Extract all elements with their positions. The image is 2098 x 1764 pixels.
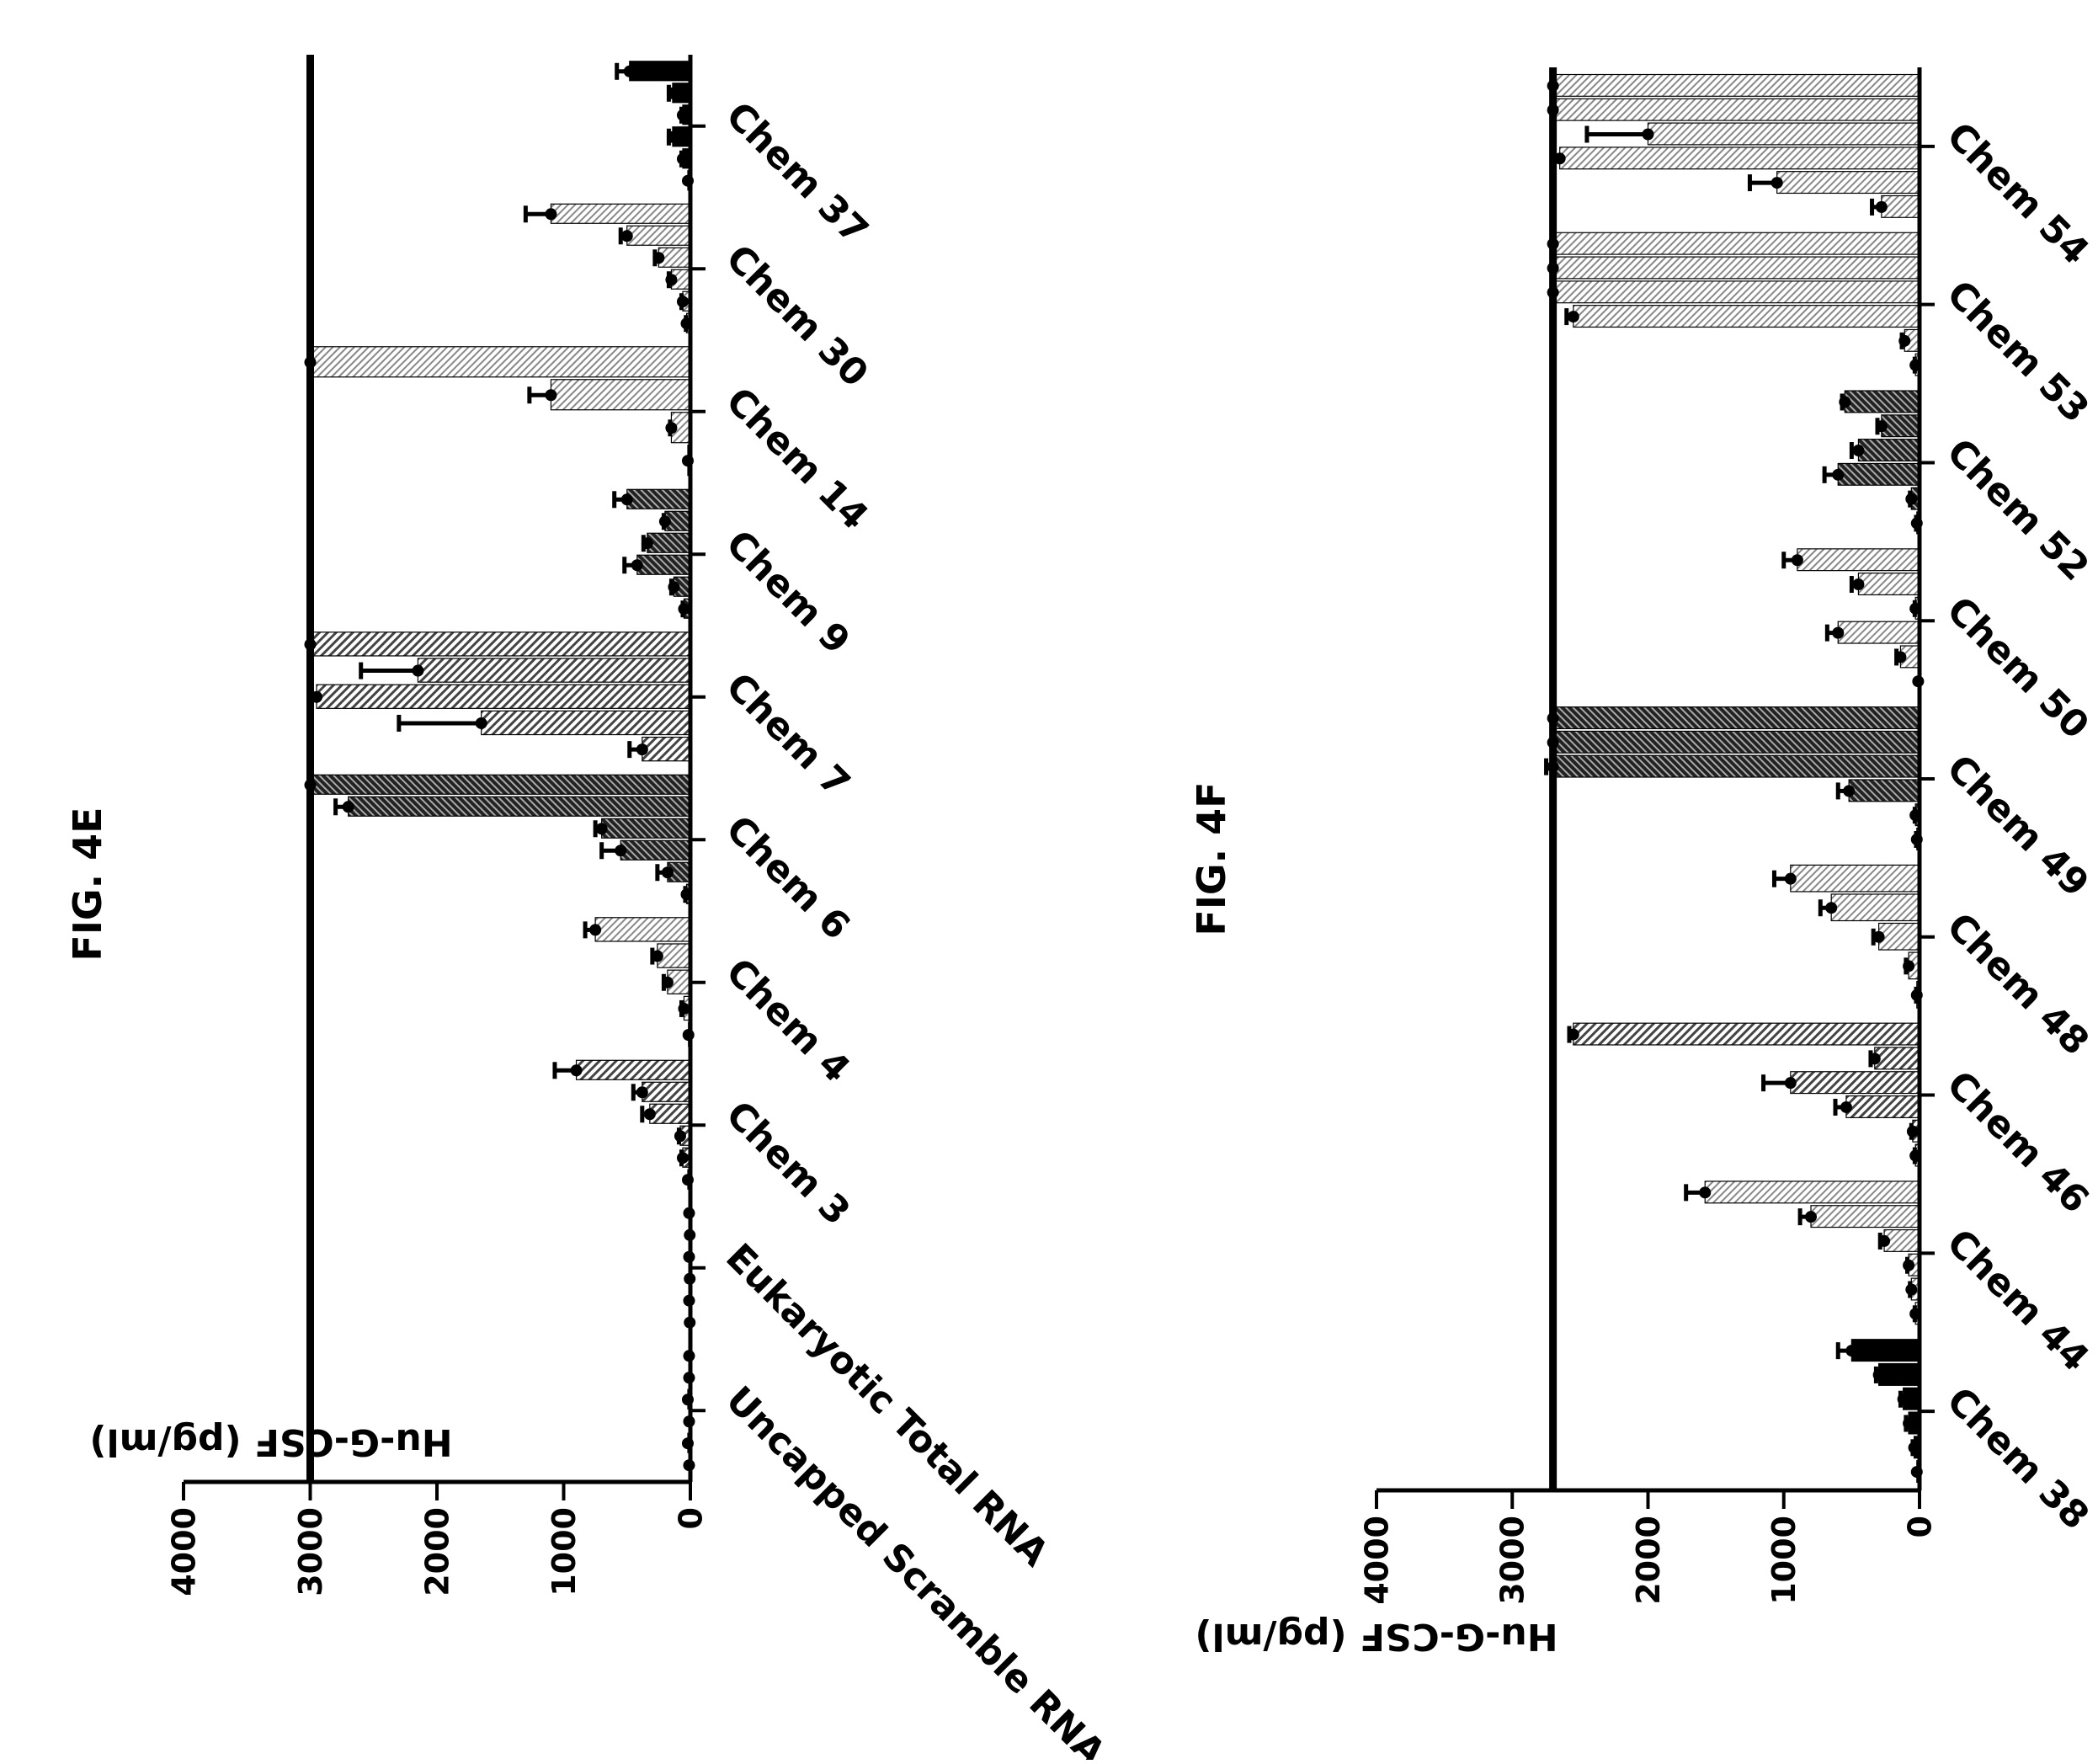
y-axis-title: Hu-G-CSF (pg/ml) [1195, 1615, 1558, 1658]
bar [620, 839, 691, 861]
bar [1881, 195, 1920, 218]
bar [629, 61, 691, 82]
category-label: Chem 50 [1938, 589, 2097, 748]
bar [481, 710, 691, 736]
bar-series [304, 61, 696, 1475]
bar [417, 658, 691, 683]
category-label: Chem 4 [717, 950, 858, 1090]
y-tick-label: 2000 [418, 1507, 455, 1596]
bar [1573, 305, 1920, 328]
bar [1883, 1228, 1920, 1252]
y-tick-label: 3000 [292, 1507, 329, 1596]
category-label: Chem 48 [1938, 904, 2097, 1063]
bar [1830, 893, 1920, 922]
y-axis-ticks: 0 1000 2000 3000 4000 [165, 1482, 709, 1596]
bar [1552, 232, 1920, 255]
category-label: Chem 7 [717, 664, 858, 805]
bar [1647, 122, 1920, 146]
category-label: Chem 3 [717, 1093, 858, 1234]
bar [1552, 73, 1920, 97]
bar [649, 1103, 691, 1124]
chart-fig-4e: FIG. 4E Hu-G-CSF (pg/ml) 0 1000 2000 3000 40… [65, 55, 1113, 1764]
bar [1552, 280, 1920, 304]
bar [316, 684, 691, 709]
axes [1376, 67, 1935, 1493]
y-tick-label: 1000 [1765, 1516, 1802, 1605]
category-label: Chem 54 [1938, 115, 2097, 274]
chart-fig-4f: FIG. 4F Hu-G-CSF (pg/ml) 0 1000 2000 3000 40… [1189, 67, 2097, 1658]
category-label: Chem 44 [1938, 1221, 2097, 1380]
bar [348, 796, 691, 817]
bar [594, 917, 691, 942]
category-label: Chem 46 [1938, 1063, 2097, 1222]
y-tick-label: 1000 [546, 1507, 583, 1596]
bar [626, 225, 691, 246]
bar-point [1553, 152, 1566, 165]
category-label: Chem 14 [717, 379, 876, 538]
bar [1776, 171, 1920, 195]
bar [1857, 573, 1920, 596]
y-tick-label: 0 [1901, 1516, 1938, 1538]
y-axis-title: Hu-G-CSF (pg/ml) [89, 1420, 452, 1463]
bar [1881, 414, 1920, 438]
bar [1857, 439, 1920, 462]
category-label: Chem 49 [1938, 747, 2097, 906]
bar [1797, 548, 1920, 572]
y-tick-label: 3000 [1494, 1516, 1531, 1605]
bar [1810, 1205, 1920, 1228]
category-label: Chem 52 [1938, 430, 2097, 589]
bar [1874, 1047, 1920, 1070]
bar [1878, 922, 1920, 951]
bar-series [1544, 73, 1925, 1484]
bar [1704, 1180, 1920, 1204]
bar [550, 379, 691, 411]
bar [636, 554, 691, 575]
y-tick-label: 2000 [1630, 1516, 1667, 1605]
bar [1790, 1071, 1920, 1095]
bar [1845, 1095, 1920, 1118]
bar [309, 346, 691, 378]
category-label: Chem 38 [1938, 1379, 2097, 1538]
bar [1850, 1339, 1920, 1362]
figure-title: FIG. 4E [65, 807, 110, 961]
bar [642, 1081, 691, 1102]
bar [657, 943, 691, 968]
bar [626, 488, 691, 509]
bar [1573, 1022, 1920, 1046]
y-tick-label: 0 [672, 1507, 709, 1529]
y-tick-label: 4000 [165, 1507, 202, 1596]
bar [1552, 256, 1920, 280]
category-label: Chem 30 [717, 237, 876, 396]
category-label: Chem 6 [717, 807, 858, 948]
category-label: Chem 9 [717, 522, 858, 663]
bar [1837, 621, 1920, 644]
bar [550, 203, 691, 224]
bar [1552, 754, 1920, 778]
bar [601, 818, 691, 839]
bar [309, 774, 691, 795]
category-label: Chem 37 [717, 93, 876, 253]
bar [1559, 147, 1920, 170]
category-label: Chem 53 [1938, 272, 2097, 431]
figure-title: FIG. 4F [1189, 781, 1234, 935]
bar [1878, 1362, 1920, 1386]
bar [647, 532, 691, 553]
y-axis-ticks: 0 1000 2000 3000 4000 [1358, 1490, 1938, 1605]
bar [309, 632, 691, 657]
bar [1552, 706, 1920, 730]
bar [1552, 98, 1920, 121]
bar [642, 736, 691, 762]
bar [1552, 730, 1920, 754]
y-tick-label: 4000 [1358, 1516, 1395, 1605]
bar [1790, 864, 1920, 893]
axes [184, 55, 706, 1484]
bar [1837, 462, 1920, 486]
bar [1844, 390, 1920, 413]
bar [1848, 779, 1920, 802]
bar [575, 1059, 691, 1080]
